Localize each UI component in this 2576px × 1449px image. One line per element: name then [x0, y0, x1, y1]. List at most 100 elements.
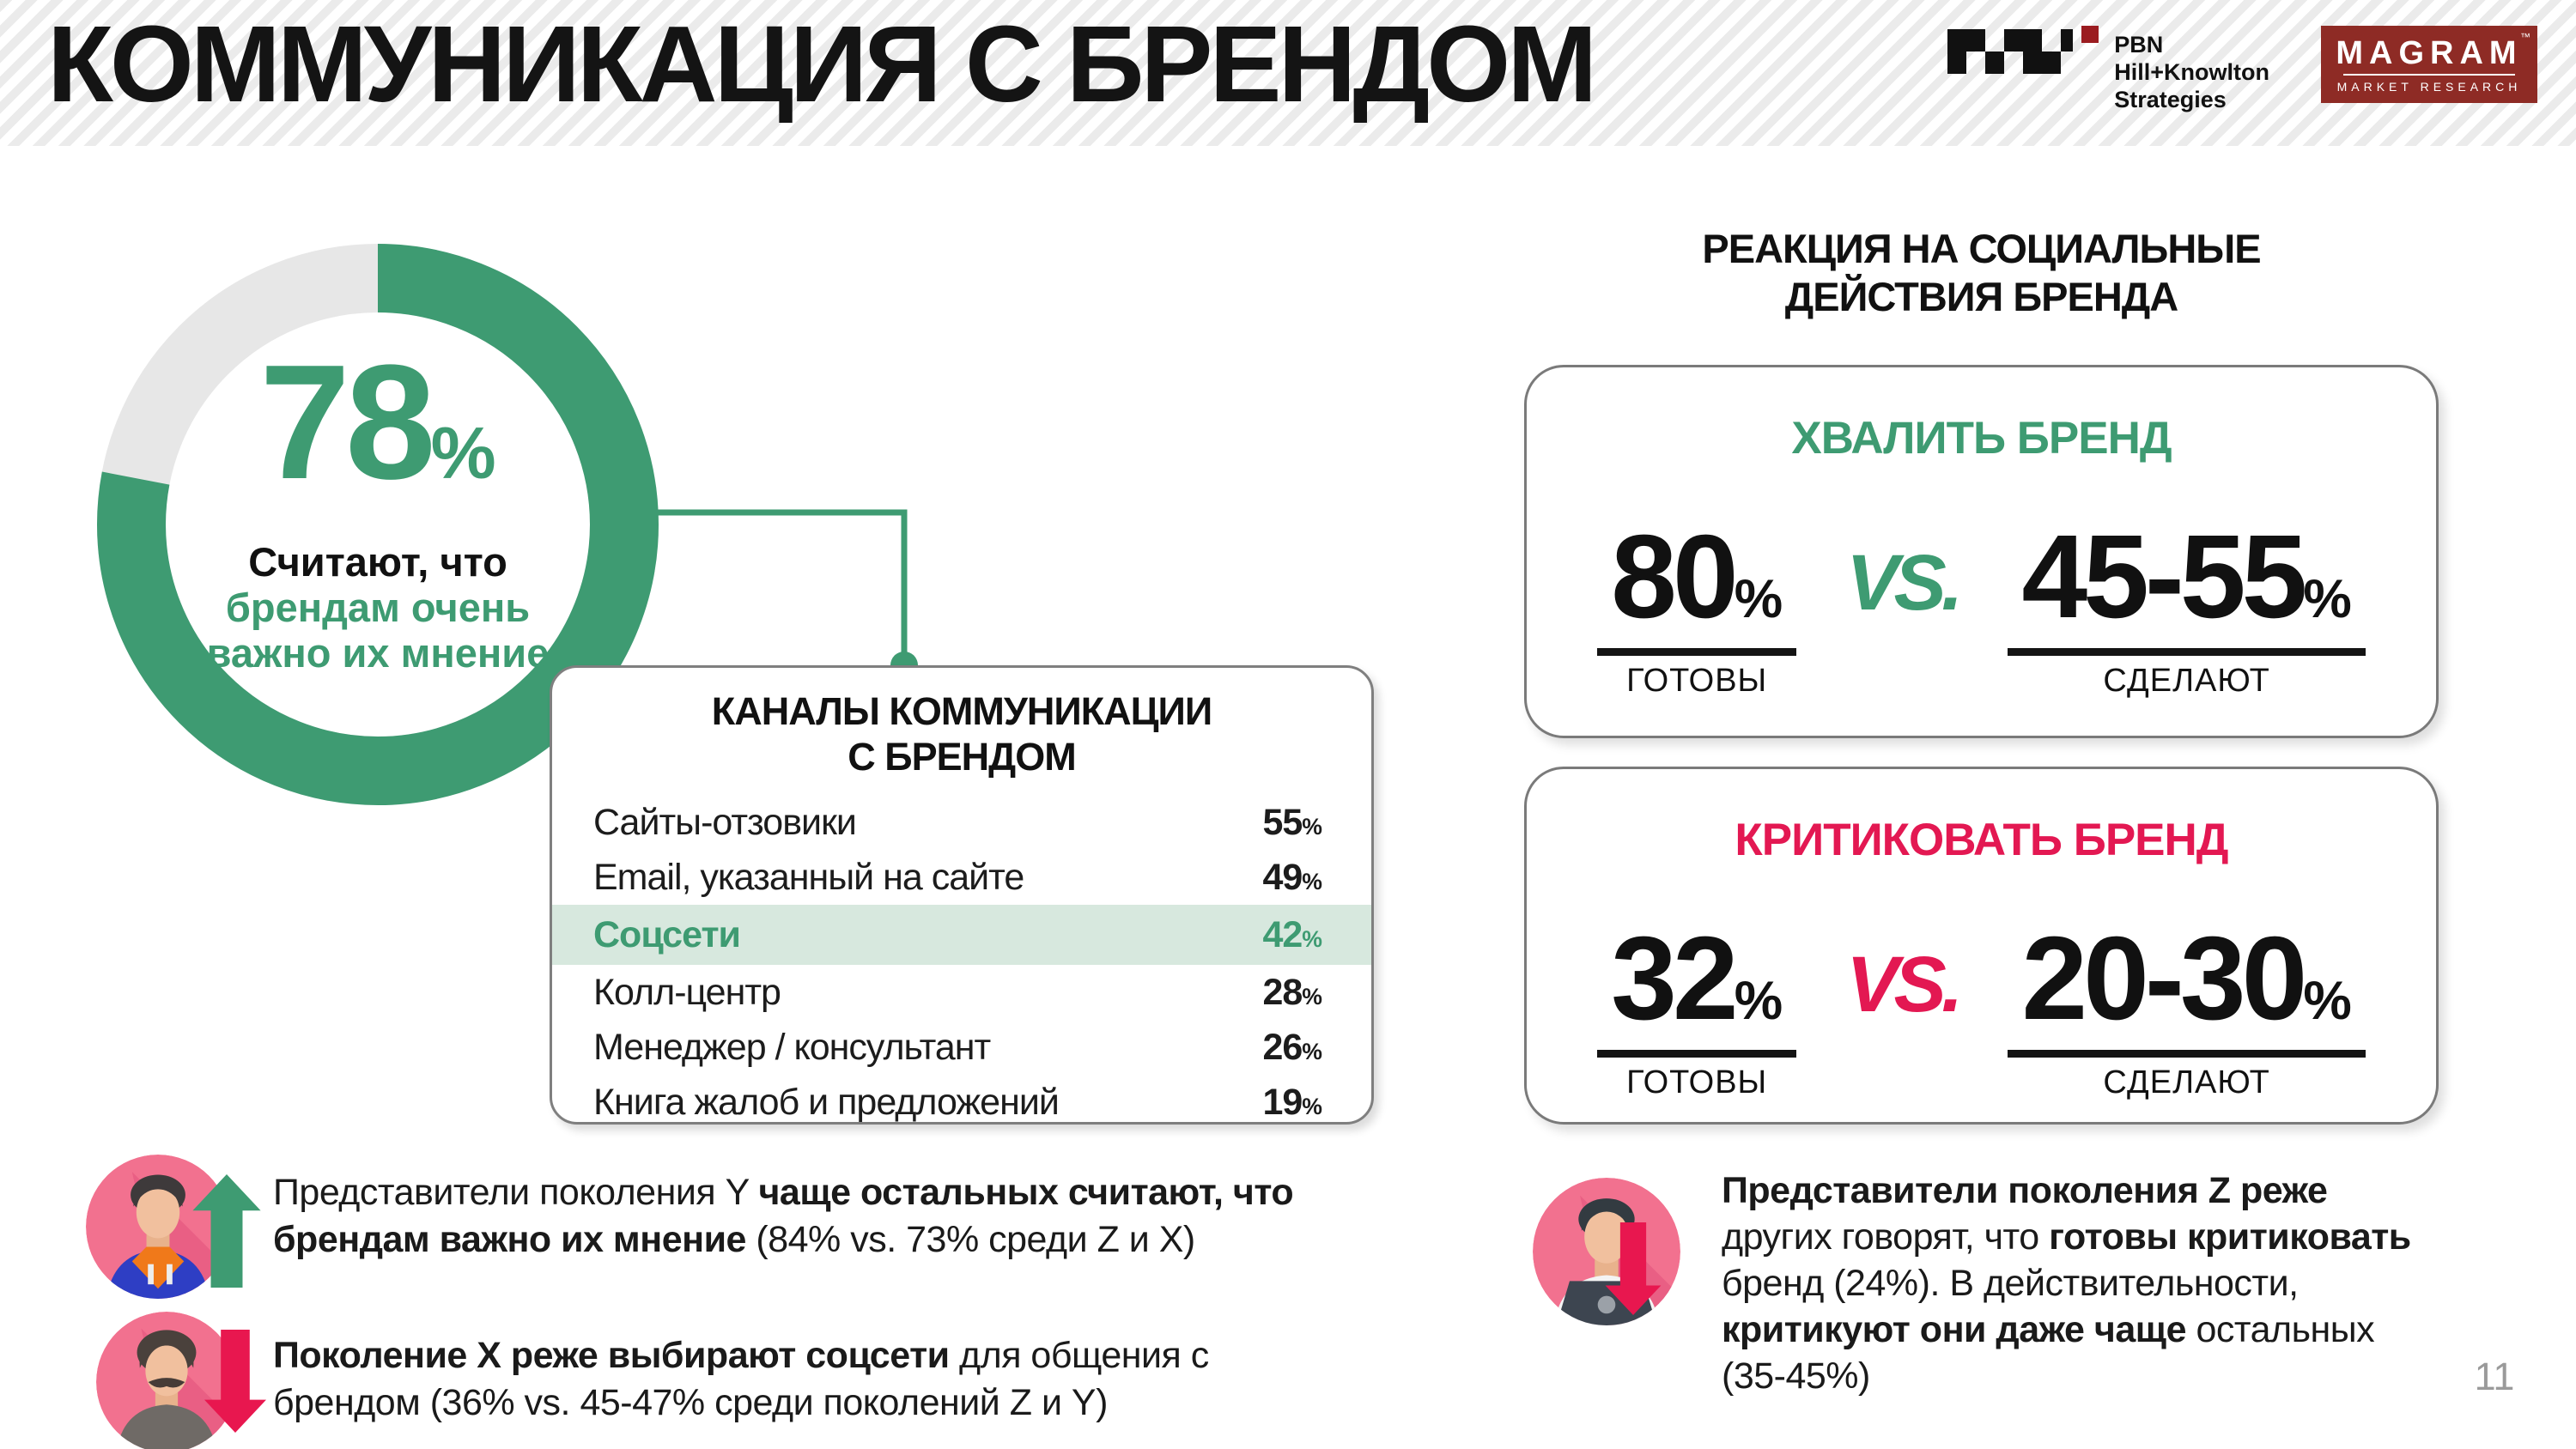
- criticize-brand-panel: КРИТИКОВАТЬ БРЕНД 32% ГОТОВЫ VS. 20-30% …: [1524, 767, 2439, 1125]
- percent-sign: %: [1302, 1093, 1322, 1119]
- note-gen-y-line2: брендам важно их мнение (84% vs. 73% сре…: [273, 1219, 1195, 1260]
- magram-logo: ™ MAGRAM MARKET RESEARCH: [2321, 26, 2537, 103]
- channel-label: Менеджер / консультант: [593, 1026, 991, 1068]
- down-arrow-icon: [204, 1330, 266, 1433]
- channel-label: Соцсети: [593, 913, 741, 955]
- note-gen-x-line2: брендом (36% vs. 45-47% среди поколений …: [273, 1382, 1108, 1423]
- criticize-do-label: СДЕЛАЮТ: [2103, 1064, 2270, 1100]
- magram-divider: [2343, 73, 2515, 76]
- channel-label: Email, указанный на сайте: [593, 856, 1024, 898]
- channel-row: Менеджер / консультант 26%: [552, 1020, 1371, 1075]
- note-gen-x-line1: Поколение X реже выбирают соцсети для об…: [273, 1335, 1209, 1376]
- channel-label: Колл-центр: [593, 971, 781, 1013]
- note-gen-y: Представители поколения Y чаще остальных…: [273, 1169, 1441, 1264]
- magram-trademark: ™: [2520, 31, 2530, 43]
- note-gen-z-line2: других говорят, что готовы критиковать: [1722, 1216, 2411, 1258]
- channel-row: Email, указанный на сайте 49%: [552, 850, 1371, 905]
- reaction-heading-line2: ДЕЙСТВИЯ БРЕНДА: [1784, 274, 2179, 319]
- donut-percent-value: 78%: [259, 341, 496, 527]
- vs-separator: VS.: [1846, 538, 1963, 627]
- reaction-heading-line1: РЕАКЦИЯ НА СОЦИАЛЬНЫЕ: [1702, 226, 2261, 271]
- donut-percent-sign: %: [430, 413, 496, 494]
- note-gen-z-line5: (35-45%): [1722, 1355, 1870, 1397]
- page-title: КОММУНИКАЦИЯ С БРЕНДОМ: [47, 3, 1597, 124]
- percent-sign: %: [2303, 569, 2352, 629]
- criticize-ready-stat: 32% ГОТОВЫ: [1597, 919, 1797, 1101]
- criticize-ready-value: 32%: [1597, 919, 1797, 1058]
- magram-subtitle: MARKET RESEARCH: [2336, 79, 2522, 94]
- donut-chart: 78% Считают, что брендам очень важно их …: [96, 243, 659, 806]
- channel-row: Книга жалоб и предложений 19%: [552, 1075, 1371, 1130]
- channels-panel: КАНАЛЫ КОММУНИКАЦИИ С БРЕНДОМ Сайты-отзо…: [550, 665, 1374, 1125]
- channel-label: Книга жалоб и предложений: [593, 1081, 1060, 1123]
- channel-value: 55%: [1262, 801, 1322, 843]
- vs-separator: VS.: [1846, 940, 1963, 1028]
- donut-center-labels: 78% Считают, что брендам очень важно их …: [96, 231, 659, 794]
- praise-do-stat: 45-55% СДЕЛАЮТ: [2008, 518, 2366, 700]
- channel-row: Колл-центр 28%: [552, 965, 1371, 1020]
- channel-value: 28%: [1262, 971, 1322, 1013]
- note-gen-x: Поколение X реже выбирают соцсети для об…: [273, 1332, 1441, 1427]
- reaction-heading: РЕАКЦИЯ НА СОЦИАЛЬНЫЕ ДЕЙСТВИЯ БРЕНДА: [1524, 225, 2439, 321]
- percent-sign: %: [2303, 971, 2352, 1031]
- pbn-checker-icon: [1947, 26, 2099, 74]
- channel-label: Сайты-отзовики: [593, 801, 857, 843]
- percent-sign: %: [1302, 983, 1322, 1009]
- praise-brand-panel: ХВАЛИТЬ БРЕНД 80% ГОТОВЫ VS. 45-55% СДЕЛ…: [1524, 365, 2439, 738]
- pbn-logo-text: PBN Hill+Knowlton Strategies: [2114, 26, 2269, 113]
- channel-value: 42%: [1262, 913, 1322, 955]
- note-gen-z-line4: критикуют они даже чаще остальных: [1722, 1309, 2375, 1350]
- logos: PBN Hill+Knowlton Strategies ™ MAGRAM MA…: [1947, 26, 2537, 113]
- percent-sign: %: [1302, 868, 1322, 894]
- avatar-gen-x-icon: [96, 1312, 237, 1449]
- magram-name: MAGRAM: [2336, 34, 2523, 71]
- page-number: 11: [2474, 1355, 2515, 1398]
- down-arrow-icon: [1605, 1222, 1662, 1315]
- pbn-logo: PBN Hill+Knowlton Strategies: [1947, 26, 2269, 113]
- channels-title-line2: С БРЕНДОМ: [848, 735, 1076, 779]
- pbn-red-square-icon: [2081, 26, 2099, 43]
- percent-sign: %: [1302, 813, 1322, 840]
- criticize-title: КРИТИКОВАТЬ БРЕНД: [1735, 815, 2228, 865]
- criticize-stats: 32% ГОТОВЫ VS. 20-30% СДЕЛАЮТ: [1527, 919, 2436, 1101]
- percent-sign: %: [1302, 1038, 1322, 1064]
- note-gen-y-line1: Представители поколения Y чаще остальных…: [273, 1172, 1294, 1213]
- praise-ready-label: ГОТОВЫ: [1626, 663, 1768, 699]
- criticize-do-value: 20-30%: [2008, 919, 2366, 1058]
- header-band: КОММУНИКАЦИЯ С БРЕНДОМ: [0, 0, 2576, 146]
- channel-row-highlighted: Соцсети 42%: [552, 905, 1371, 965]
- donut-caption-line2: брендам очень: [225, 585, 531, 630]
- donut-rings-icon: [97, 244, 659, 805]
- praise-ready-value: 80%: [1597, 518, 1797, 656]
- channels-title-line1: КАНАЛЫ КОММУНИКАЦИИ: [711, 689, 1212, 733]
- praise-do-label: СДЕЛАЮТ: [2103, 663, 2270, 699]
- channel-value: 49%: [1262, 856, 1322, 898]
- channel-value: 26%: [1262, 1026, 1322, 1068]
- donut-caption-line3: важно их мнение: [206, 630, 550, 676]
- avatar-gen-z-icon: [1533, 1178, 1680, 1325]
- up-arrow-icon: [192, 1174, 261, 1288]
- pbn-line1: PBN: [2114, 32, 2164, 58]
- praise-stats: 80% ГОТОВЫ VS. 45-55% СДЕЛАЮТ: [1527, 518, 2436, 700]
- pbn-line2: Hill+Knowlton: [2114, 59, 2269, 85]
- criticize-do-stat: 20-30% СДЕЛАЮТ: [2008, 919, 2366, 1101]
- praise-title: ХВАЛИТЬ БРЕНД: [1791, 413, 2172, 464]
- note-gen-z: Представители поколения Z реже других го…: [1722, 1167, 2537, 1399]
- avatar-gen-y-icon: [86, 1155, 230, 1299]
- note-gen-z-line1: Представители поколения Z реже: [1722, 1170, 2328, 1211]
- channels-title: КАНАЛЫ КОММУНИКАЦИИ С БРЕНДОМ: [552, 688, 1371, 779]
- percent-sign: %: [1302, 925, 1322, 952]
- channel-value: 19%: [1262, 1081, 1322, 1123]
- criticize-ready-label: ГОТОВЫ: [1626, 1064, 1768, 1100]
- donut-caption-line1: Считают, что: [248, 539, 507, 585]
- channels-list: Сайты-отзовики 55% Email, указанный на с…: [552, 795, 1371, 1130]
- donut-number: 78: [259, 331, 435, 513]
- percent-sign: %: [1734, 569, 1783, 629]
- percent-sign: %: [1734, 971, 1783, 1031]
- praise-ready-stat: 80% ГОТОВЫ: [1597, 518, 1797, 700]
- pbn-line3: Strategies: [2114, 87, 2227, 112]
- channel-row: Сайты-отзовики 55%: [552, 795, 1371, 850]
- note-gen-z-line3: бренд (24%). В действительности,: [1722, 1263, 2299, 1304]
- praise-do-value: 45-55%: [2008, 518, 2366, 656]
